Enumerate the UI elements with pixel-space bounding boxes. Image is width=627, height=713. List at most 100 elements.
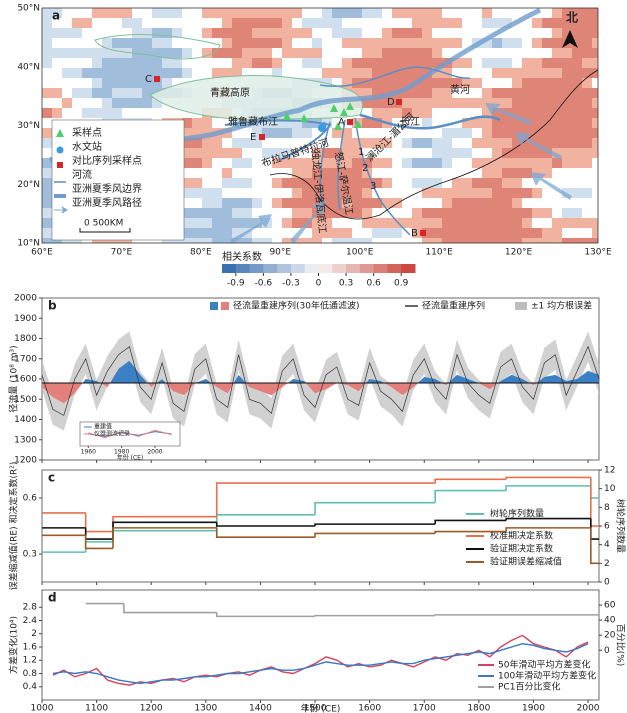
heatmap-cell [52, 108, 62, 118]
heatmap-cell [362, 158, 372, 168]
heatmap-cell [342, 178, 352, 188]
heatmap-cell [422, 238, 432, 243]
heatmap-cell [332, 198, 342, 208]
heatmap-cell [482, 18, 492, 28]
heatmap-cell [482, 8, 492, 18]
heatmap-cell [352, 38, 362, 48]
y-tick-label: 0.6 [23, 494, 38, 504]
heatmap-cell [432, 98, 442, 108]
comparison-site [259, 134, 265, 140]
heatmap-cell [542, 68, 552, 78]
heatmap-cell [242, 218, 252, 228]
colorbar-tick-label: -0.6 [255, 279, 273, 289]
heatmap-cell [442, 228, 452, 238]
legend-label: ±1 均方根误差 [531, 300, 592, 312]
river-number: 1 [358, 147, 364, 158]
heatmap-cell [252, 128, 262, 138]
heatmap-cell [482, 198, 492, 208]
y-tick-label: 0.3 [23, 550, 37, 560]
heatmap-cell [362, 58, 372, 68]
heatmap-cell [82, 88, 92, 98]
panel-label: c [48, 471, 55, 485]
heatmap-cell [582, 58, 592, 68]
heatmap-cell [42, 138, 52, 148]
heatmap-cell [332, 238, 342, 243]
heatmap-cell [482, 58, 492, 68]
heatmap-cell [362, 208, 372, 218]
heatmap-cell [92, 238, 102, 243]
heatmap-cell [212, 8, 222, 18]
x-tick-label: 1200 [140, 704, 163, 713]
heatmap-cell [442, 218, 452, 228]
heatmap-cell [512, 238, 522, 243]
heatmap-cell [592, 58, 598, 68]
heatmap-cell [442, 208, 452, 218]
heatmap-cell [482, 128, 492, 138]
heatmap-cell [412, 228, 422, 238]
heatmap-cell [362, 138, 372, 148]
heatmap-cell [302, 58, 312, 68]
legend-label: 亚洲夏季风边界 [72, 183, 142, 195]
coastline [269, 69, 598, 220]
heatmap-cell [472, 188, 482, 198]
heatmap-cell [382, 228, 392, 238]
heatmap-cell [332, 8, 342, 18]
heatmap-cell [162, 48, 172, 58]
legend-symbol [56, 146, 64, 154]
heatmap-cell [472, 138, 482, 148]
heatmap-cell [592, 88, 598, 98]
map-label: 雅鲁藏布江 [228, 115, 278, 128]
heatmap-cell [122, 98, 132, 108]
heatmap-cell [432, 68, 442, 78]
legend-symbol [54, 206, 68, 214]
heatmap-cell [412, 98, 422, 108]
legend-label: 采样点 [72, 126, 102, 139]
heatmap-cell [392, 108, 402, 118]
heatmap-cell [492, 208, 502, 218]
heatmap-cell [42, 178, 52, 188]
heatmap-cell [362, 98, 372, 108]
heatmap-cell [552, 38, 562, 48]
heatmap-cell [432, 238, 442, 243]
y2-tick-label: 0 [604, 646, 610, 656]
heatmap-cell [582, 18, 592, 28]
heatmap-cell [392, 198, 402, 208]
heatmap-cell [72, 48, 82, 58]
heatmap-cell [172, 28, 182, 38]
heatmap-cell [582, 158, 592, 168]
heatmap-cell [372, 108, 382, 118]
heatmap-cell [482, 228, 492, 238]
heatmap-cell [182, 138, 192, 148]
x-tick-label: 1600 [358, 704, 381, 713]
heatmap-cell [102, 108, 112, 118]
heatmap-cell [452, 178, 462, 188]
heatmap-cell [242, 138, 252, 148]
heatmap-cell [122, 238, 132, 243]
heatmap-cell [112, 8, 122, 18]
heatmap-cell [452, 218, 462, 228]
heatmap-cell [192, 208, 202, 218]
heatmap-cell [352, 188, 362, 198]
heatmap-cell [502, 18, 512, 28]
lat-tick-label: 20°N [17, 180, 40, 190]
heatmap-cell [332, 68, 342, 78]
heatmap-cell [462, 238, 472, 243]
heatmap-cell [532, 88, 542, 98]
heatmap-cell [472, 198, 482, 208]
heatmap-cell [252, 28, 262, 38]
legend-symbol [56, 129, 64, 137]
heatmap-cell [592, 148, 598, 158]
heatmap-cell [512, 98, 522, 108]
heatmap-cell [322, 198, 332, 208]
heatmap-cell [372, 8, 382, 18]
legend-label: 50年滑动平均方差变化 [498, 659, 590, 671]
heatmap-cell [452, 148, 462, 158]
heatmap-cell [342, 238, 352, 243]
heatmap-cell [382, 198, 392, 208]
heatmap-cell [502, 138, 512, 148]
step-segment [314, 614, 436, 617]
colorbar-cell [346, 264, 361, 273]
heatmap-cell [372, 68, 382, 78]
heatmap-cell [322, 228, 332, 238]
river [359, 113, 501, 130]
